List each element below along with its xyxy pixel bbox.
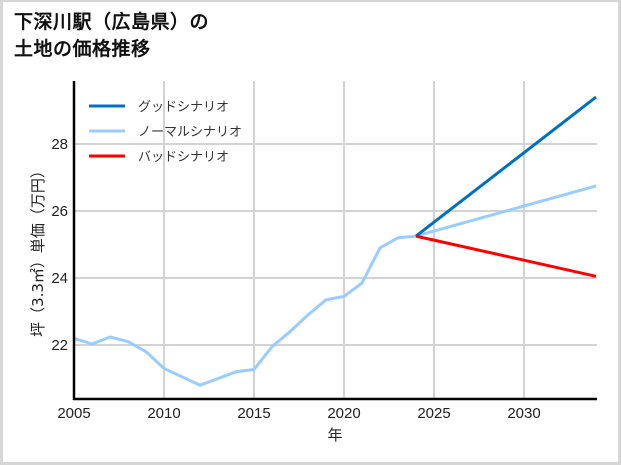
y-axis-title: 坪（3.3㎡）単価（万円） xyxy=(29,163,47,337)
chart-title-line-2: 土地の価格推移 xyxy=(14,38,151,60)
y-tick-label: 22 xyxy=(51,337,68,354)
axes xyxy=(72,81,597,401)
x-tick-label: 2020 xyxy=(327,405,360,422)
x-tick-label: 2030 xyxy=(507,405,540,422)
chart-title-line-1: 下深川駅（広島県）の xyxy=(14,11,210,33)
x-tick-label: 2025 xyxy=(417,405,450,422)
y-tick-label: 26 xyxy=(51,203,68,220)
x-axis-title: 年 xyxy=(327,426,342,444)
x-tick-label: 2010 xyxy=(147,405,180,422)
legend-label: グッドシナリオ xyxy=(138,100,229,115)
x-tick-label: 2005 xyxy=(57,405,90,422)
y-tick-label: 28 xyxy=(51,136,68,153)
series-line-0 xyxy=(415,95,597,238)
legend-label: バッドシナリオ xyxy=(138,150,229,165)
series-line-2 xyxy=(415,234,597,278)
legend-label: ノーマルシナリオ xyxy=(138,125,242,140)
y-tick-labels: 22 24 26 28 xyxy=(51,136,68,354)
x-tick-labels: 2005 2010 2015 2020 2025 2030 xyxy=(57,405,540,422)
series-line-1 xyxy=(73,184,597,387)
y-tick-label: 24 xyxy=(51,270,68,287)
data-series xyxy=(73,95,597,387)
x-tick-label: 2015 xyxy=(237,405,270,422)
chart-title: 下深川駅（広島県）の 土地の価格推移 xyxy=(14,9,209,63)
